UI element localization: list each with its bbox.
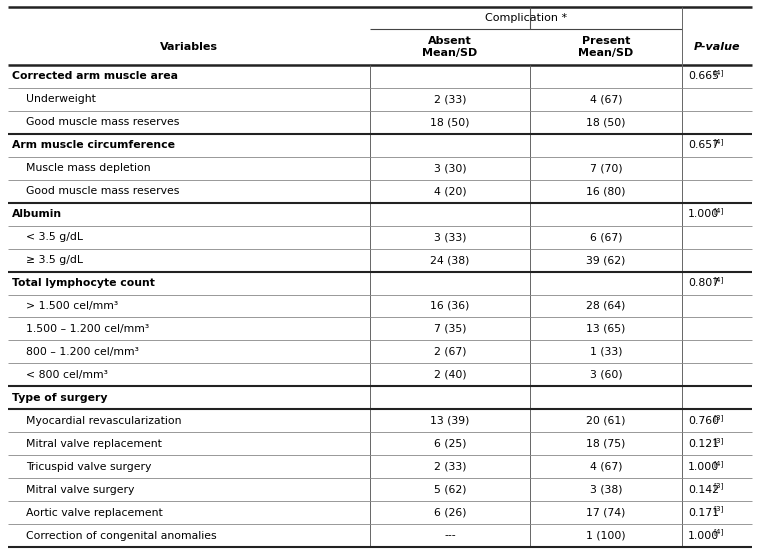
Text: Good muscle mass reserves: Good muscle mass reserves bbox=[26, 117, 180, 128]
Text: [4]: [4] bbox=[713, 138, 723, 145]
Text: 0.807: 0.807 bbox=[688, 278, 719, 288]
Text: Mitral valve surgery: Mitral valve surgery bbox=[26, 485, 134, 495]
Text: 7 (70): 7 (70) bbox=[590, 163, 622, 173]
Text: 800 – 1.200 cel/mm³: 800 – 1.200 cel/mm³ bbox=[26, 347, 139, 357]
Text: P-value: P-value bbox=[694, 42, 741, 52]
Text: [3]: [3] bbox=[713, 483, 723, 490]
Text: 2 (67): 2 (67) bbox=[434, 347, 466, 357]
Text: 16 (80): 16 (80) bbox=[586, 186, 626, 196]
Text: Aortic valve replacement: Aortic valve replacement bbox=[26, 508, 163, 518]
Text: 4 (20): 4 (20) bbox=[434, 186, 466, 196]
Text: < 800 cel/mm³: < 800 cel/mm³ bbox=[26, 370, 108, 380]
Text: 0.142: 0.142 bbox=[688, 485, 719, 495]
Text: [4]: [4] bbox=[713, 276, 723, 283]
Text: [4]: [4] bbox=[713, 460, 723, 467]
Text: [3]: [3] bbox=[713, 437, 723, 443]
Text: 28 (64): 28 (64) bbox=[586, 301, 625, 311]
Text: 1 (33): 1 (33) bbox=[590, 347, 622, 357]
Text: Muscle mass depletion: Muscle mass depletion bbox=[26, 163, 151, 173]
Text: Underweight: Underweight bbox=[26, 94, 96, 104]
Text: 4 (67): 4 (67) bbox=[590, 462, 622, 472]
Text: 39 (62): 39 (62) bbox=[586, 255, 625, 265]
Text: Good muscle mass reserves: Good muscle mass reserves bbox=[26, 186, 180, 196]
Text: Absent
Mean/SD: Absent Mean/SD bbox=[422, 36, 478, 58]
Text: 6 (67): 6 (67) bbox=[590, 232, 622, 242]
Text: [3]: [3] bbox=[713, 506, 723, 512]
Text: 1.500 – 1.200 cel/mm³: 1.500 – 1.200 cel/mm³ bbox=[26, 324, 149, 334]
Text: Albumin: Albumin bbox=[12, 209, 62, 219]
Text: 1 (100): 1 (100) bbox=[586, 531, 626, 541]
Text: 13 (39): 13 (39) bbox=[431, 416, 470, 426]
Text: Correction of congenital anomalies: Correction of congenital anomalies bbox=[26, 531, 217, 541]
Text: [4]: [4] bbox=[713, 529, 723, 536]
Text: 7 (35): 7 (35) bbox=[434, 324, 466, 334]
Text: Arm muscle circumference: Arm muscle circumference bbox=[12, 140, 175, 150]
Text: 0.171: 0.171 bbox=[688, 508, 719, 518]
Text: Complication *: Complication * bbox=[485, 13, 567, 23]
Text: 3 (33): 3 (33) bbox=[434, 232, 466, 242]
Text: Myocardial revascularization: Myocardial revascularization bbox=[26, 416, 181, 426]
Text: 3 (38): 3 (38) bbox=[590, 485, 622, 495]
Text: ---: --- bbox=[444, 531, 456, 541]
Text: [4]: [4] bbox=[713, 69, 723, 77]
Text: 3 (30): 3 (30) bbox=[434, 163, 466, 173]
Text: 17 (74): 17 (74) bbox=[586, 508, 625, 518]
Text: 18 (75): 18 (75) bbox=[586, 438, 625, 448]
Text: Total lymphocyte count: Total lymphocyte count bbox=[12, 278, 155, 288]
Text: Mitral valve replacement: Mitral valve replacement bbox=[26, 438, 162, 448]
Text: 13 (65): 13 (65) bbox=[586, 324, 625, 334]
Text: 6 (25): 6 (25) bbox=[434, 438, 466, 448]
Text: 0.665: 0.665 bbox=[688, 72, 719, 82]
Text: 6 (26): 6 (26) bbox=[434, 508, 466, 518]
Text: [4]: [4] bbox=[713, 208, 723, 214]
Text: 1.000: 1.000 bbox=[688, 531, 719, 541]
Text: 20 (61): 20 (61) bbox=[586, 416, 626, 426]
Text: 1.000: 1.000 bbox=[688, 209, 719, 219]
Text: 16 (36): 16 (36) bbox=[431, 301, 470, 311]
Text: > 1.500 cel/mm³: > 1.500 cel/mm³ bbox=[26, 301, 118, 311]
Text: Variables: Variables bbox=[160, 42, 218, 52]
Text: 0.760: 0.760 bbox=[688, 416, 719, 426]
Text: < 3.5 g/dL: < 3.5 g/dL bbox=[26, 232, 83, 242]
Text: 18 (50): 18 (50) bbox=[431, 117, 470, 128]
Text: 3 (60): 3 (60) bbox=[590, 370, 622, 380]
Text: Type of surgery: Type of surgery bbox=[12, 393, 108, 403]
Text: 18 (50): 18 (50) bbox=[586, 117, 626, 128]
Text: 24 (38): 24 (38) bbox=[431, 255, 470, 265]
Text: 4 (67): 4 (67) bbox=[590, 94, 622, 104]
Text: Tricuspid valve surgery: Tricuspid valve surgery bbox=[26, 462, 152, 472]
Text: 0.121: 0.121 bbox=[688, 438, 719, 448]
Text: [3]: [3] bbox=[713, 414, 723, 421]
Text: 2 (33): 2 (33) bbox=[434, 462, 466, 472]
Text: Corrected arm muscle area: Corrected arm muscle area bbox=[12, 72, 178, 82]
Text: Present
Mean/SD: Present Mean/SD bbox=[578, 36, 634, 58]
Text: 2 (40): 2 (40) bbox=[434, 370, 466, 380]
Text: 5 (62): 5 (62) bbox=[434, 485, 466, 495]
Text: 0.657: 0.657 bbox=[688, 140, 719, 150]
Text: 1.000: 1.000 bbox=[688, 462, 719, 472]
Text: 2 (33): 2 (33) bbox=[434, 94, 466, 104]
Text: ≥ 3.5 g/dL: ≥ 3.5 g/dL bbox=[26, 255, 83, 265]
